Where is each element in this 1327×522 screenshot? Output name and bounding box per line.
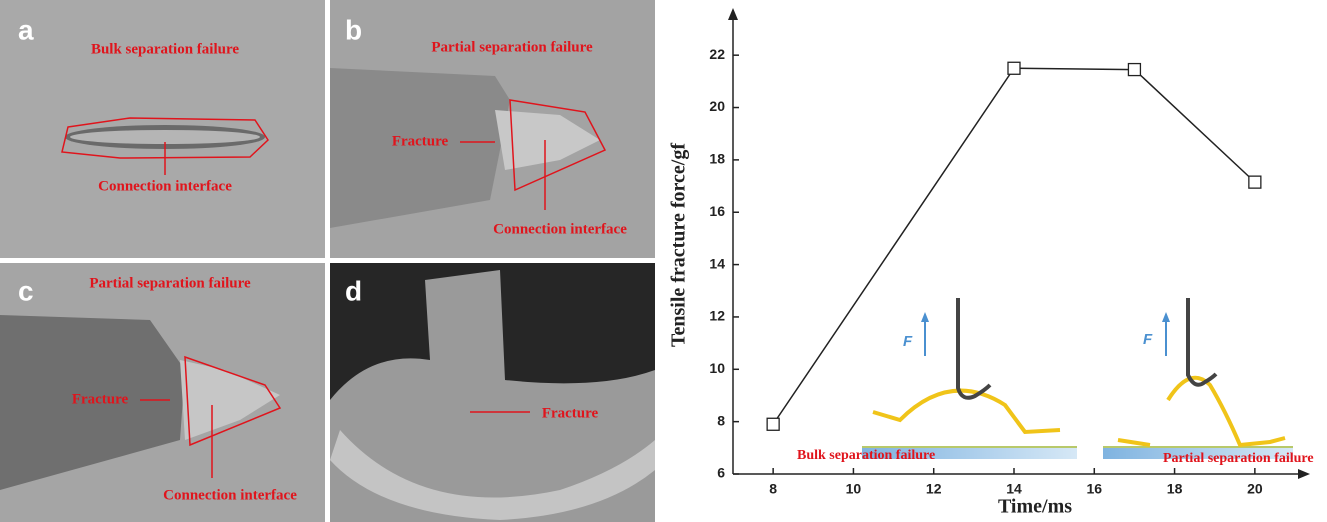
data-point <box>1008 62 1020 74</box>
y-tick-label: 14 <box>709 255 725 271</box>
panel-b: b Partial separation failure Fracture Co… <box>330 0 655 258</box>
panel-a: a Bulk separation failure Connection int… <box>0 0 325 258</box>
panel-text: Fracture <box>542 405 599 421</box>
data-point <box>1249 176 1261 188</box>
annotation: Bulk separation failure <box>797 448 935 463</box>
panel-text: Partial separation failure <box>431 39 593 55</box>
panel-label: a <box>18 14 34 45</box>
y-arrow <box>728 8 738 20</box>
y-tick-label: 16 <box>709 203 725 219</box>
y-tick-label: 10 <box>709 360 725 376</box>
y-axis-title: Tensile fracture force/gf <box>668 143 690 347</box>
data-line <box>773 68 1255 424</box>
panel-label: b <box>345 14 362 45</box>
x-axis-title: Time/ms <box>998 496 1072 518</box>
y-tick-label: 12 <box>709 308 725 324</box>
panel-label: d <box>345 275 362 306</box>
panel-text: Partial separation failure <box>89 275 251 291</box>
x-tick-label: 18 <box>1167 481 1183 497</box>
x-tick-label: 10 <box>846 481 862 497</box>
annotation: F <box>1143 331 1153 348</box>
x-tick-label: 16 <box>1086 481 1102 497</box>
panel-d: d Fracture <box>330 263 655 522</box>
page: a Bulk separation failure Connection int… <box>0 0 1327 522</box>
panel-c: c Partial separation failure Fracture Co… <box>0 263 325 522</box>
x-arrow <box>1298 469 1310 479</box>
y-tick-label: 18 <box>709 151 725 167</box>
y-tick-label: 8 <box>717 412 725 428</box>
panel-text: Connection interface <box>493 221 627 237</box>
y-tick-label: 22 <box>709 46 725 62</box>
panel-text: Fracture <box>392 133 449 149</box>
x-tick-label: 14 <box>1006 481 1022 497</box>
inset-illustration <box>862 298 1293 459</box>
panel-text: Bulk separation failure <box>91 41 239 57</box>
data-point <box>767 418 779 430</box>
figure: a Bulk separation failure Connection int… <box>0 0 1327 522</box>
annotation: F <box>903 333 913 350</box>
panel-label: c <box>18 275 34 306</box>
x-tick-label: 20 <box>1247 481 1263 497</box>
x-tick-label: 12 <box>926 481 942 497</box>
y-tick-label: 20 <box>709 98 725 114</box>
panel-text: Connection interface <box>98 178 232 194</box>
y-tick-label: 6 <box>717 465 725 481</box>
data-point <box>1128 64 1140 76</box>
panel-text: Fracture <box>72 391 129 407</box>
annotation: Partial separation failure <box>1163 451 1314 466</box>
panel-text: Connection interface <box>163 487 297 503</box>
x-tick-label: 8 <box>769 481 777 497</box>
